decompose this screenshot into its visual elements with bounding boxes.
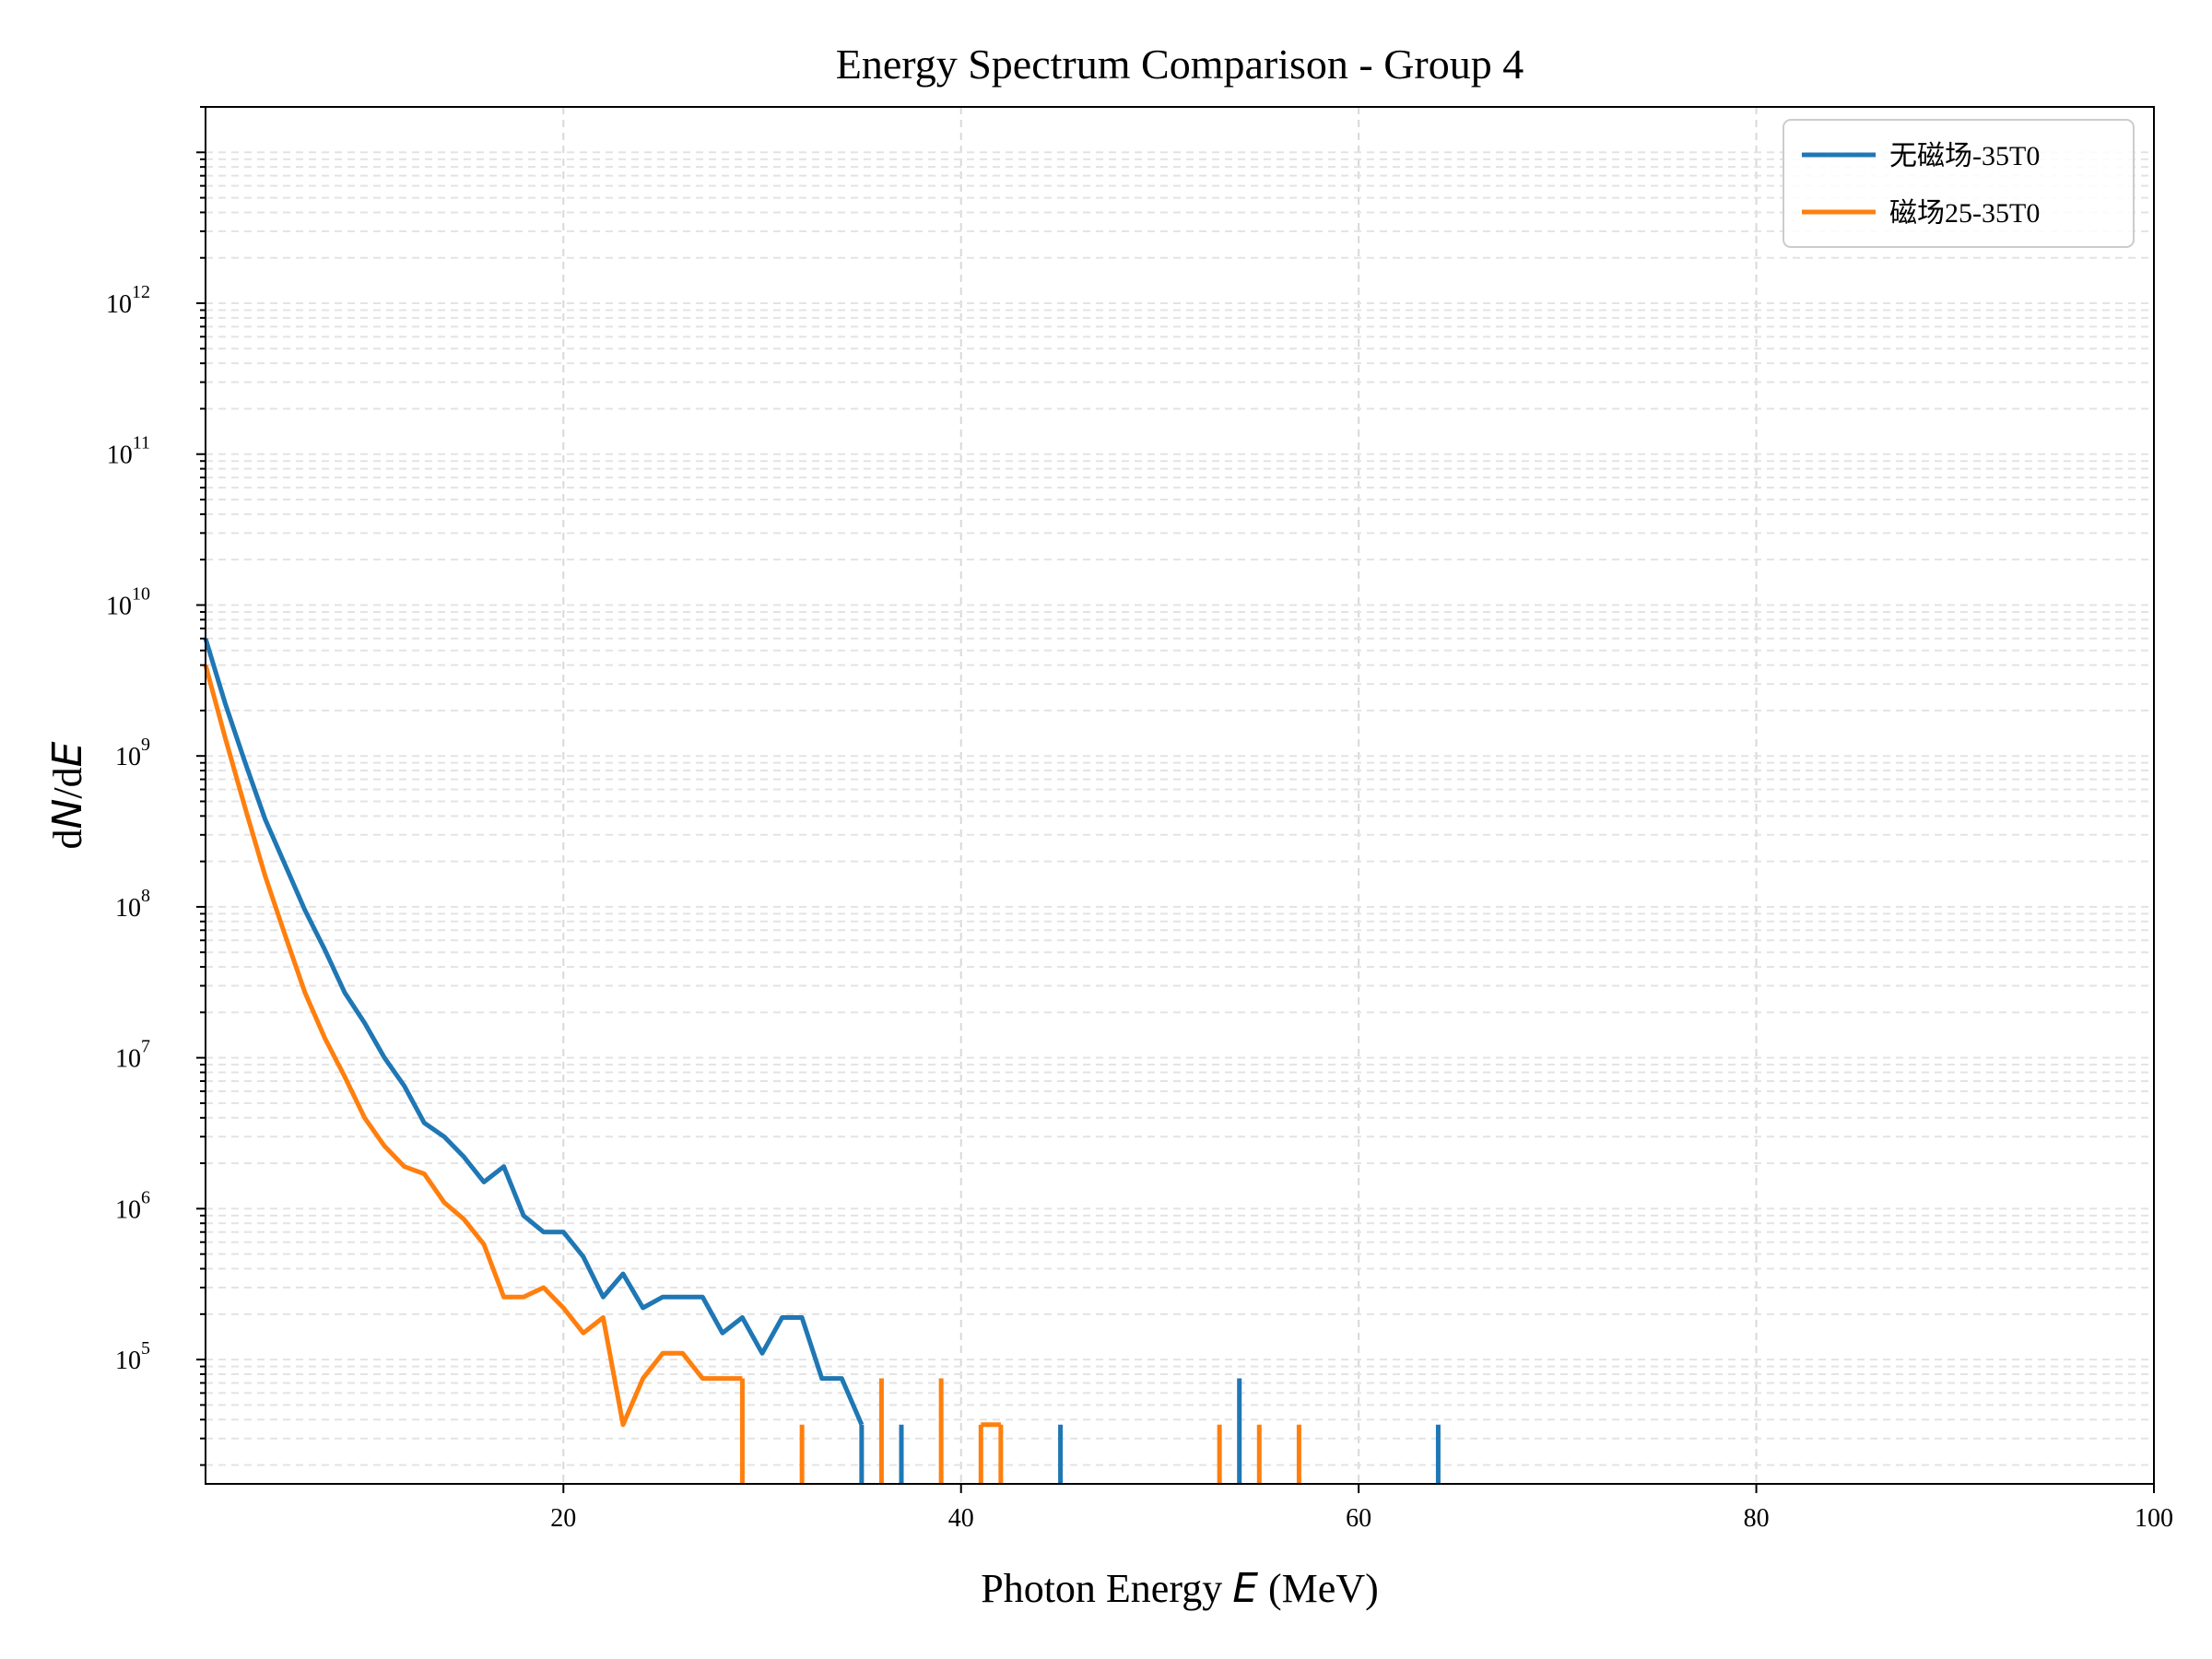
x-tick-label: 80 <box>1744 1504 1770 1533</box>
x-tick-label: 60 <box>1346 1504 1371 1533</box>
x-axis-label: Photon Energy E (MeV) <box>981 1565 1379 1612</box>
legend-label-field: 磁场25-35T0 <box>1889 198 2040 229</box>
grid <box>206 106 2154 1484</box>
x-tick-label: 100 <box>2135 1504 2173 1533</box>
x-axis-label-prefix: Photon Energy <box>981 1566 1232 1611</box>
y-tick-label: 1011 <box>107 433 150 470</box>
series-1 <box>203 664 1301 1484</box>
y-axis-label-d1: d <box>45 829 90 849</box>
legend: 无磁场-35T0 磁场25-35T0 <box>1783 119 2135 248</box>
x-tick-label: 20 <box>550 1504 576 1533</box>
series-line <box>203 638 865 1426</box>
y-tick-label: 108 <box>115 886 150 923</box>
series-0 <box>203 638 1441 1484</box>
plot-series <box>203 638 1441 1484</box>
series-line <box>203 664 743 1428</box>
legend-label-no-field: 无磁场-35T0 <box>1889 141 2040 171</box>
x-tick-label: 40 <box>948 1504 974 1533</box>
y-axis-ticks: 105 106 107 108 109 1010 1011 1012 <box>106 106 206 1466</box>
x-axis-ticks: 20 40 60 80 100 <box>550 1484 2173 1533</box>
legend-box <box>1783 119 2135 248</box>
x-axis-label-symbol: E <box>1232 1565 1258 1612</box>
y-tick-label: 1012 <box>106 282 150 319</box>
x-axis-label-unit: (MeV) <box>1258 1566 1379 1611</box>
y-tick-label: 109 <box>115 735 150 771</box>
plot-frame <box>205 106 2155 1485</box>
y-tick-label: 105 <box>115 1338 150 1375</box>
y-tick-label: 106 <box>115 1187 150 1224</box>
y-axis-label-e: E <box>44 741 91 767</box>
y-axis-label: dN/dE <box>44 741 91 849</box>
y-axis-label-d2: /d <box>45 767 90 798</box>
chart-title: Energy Spectrum Comparison - Group 4 <box>836 41 1524 88</box>
y-tick-label: 1010 <box>106 583 150 620</box>
y-axis-label-n: N <box>44 799 91 830</box>
y-tick-label: 107 <box>115 1037 150 1074</box>
